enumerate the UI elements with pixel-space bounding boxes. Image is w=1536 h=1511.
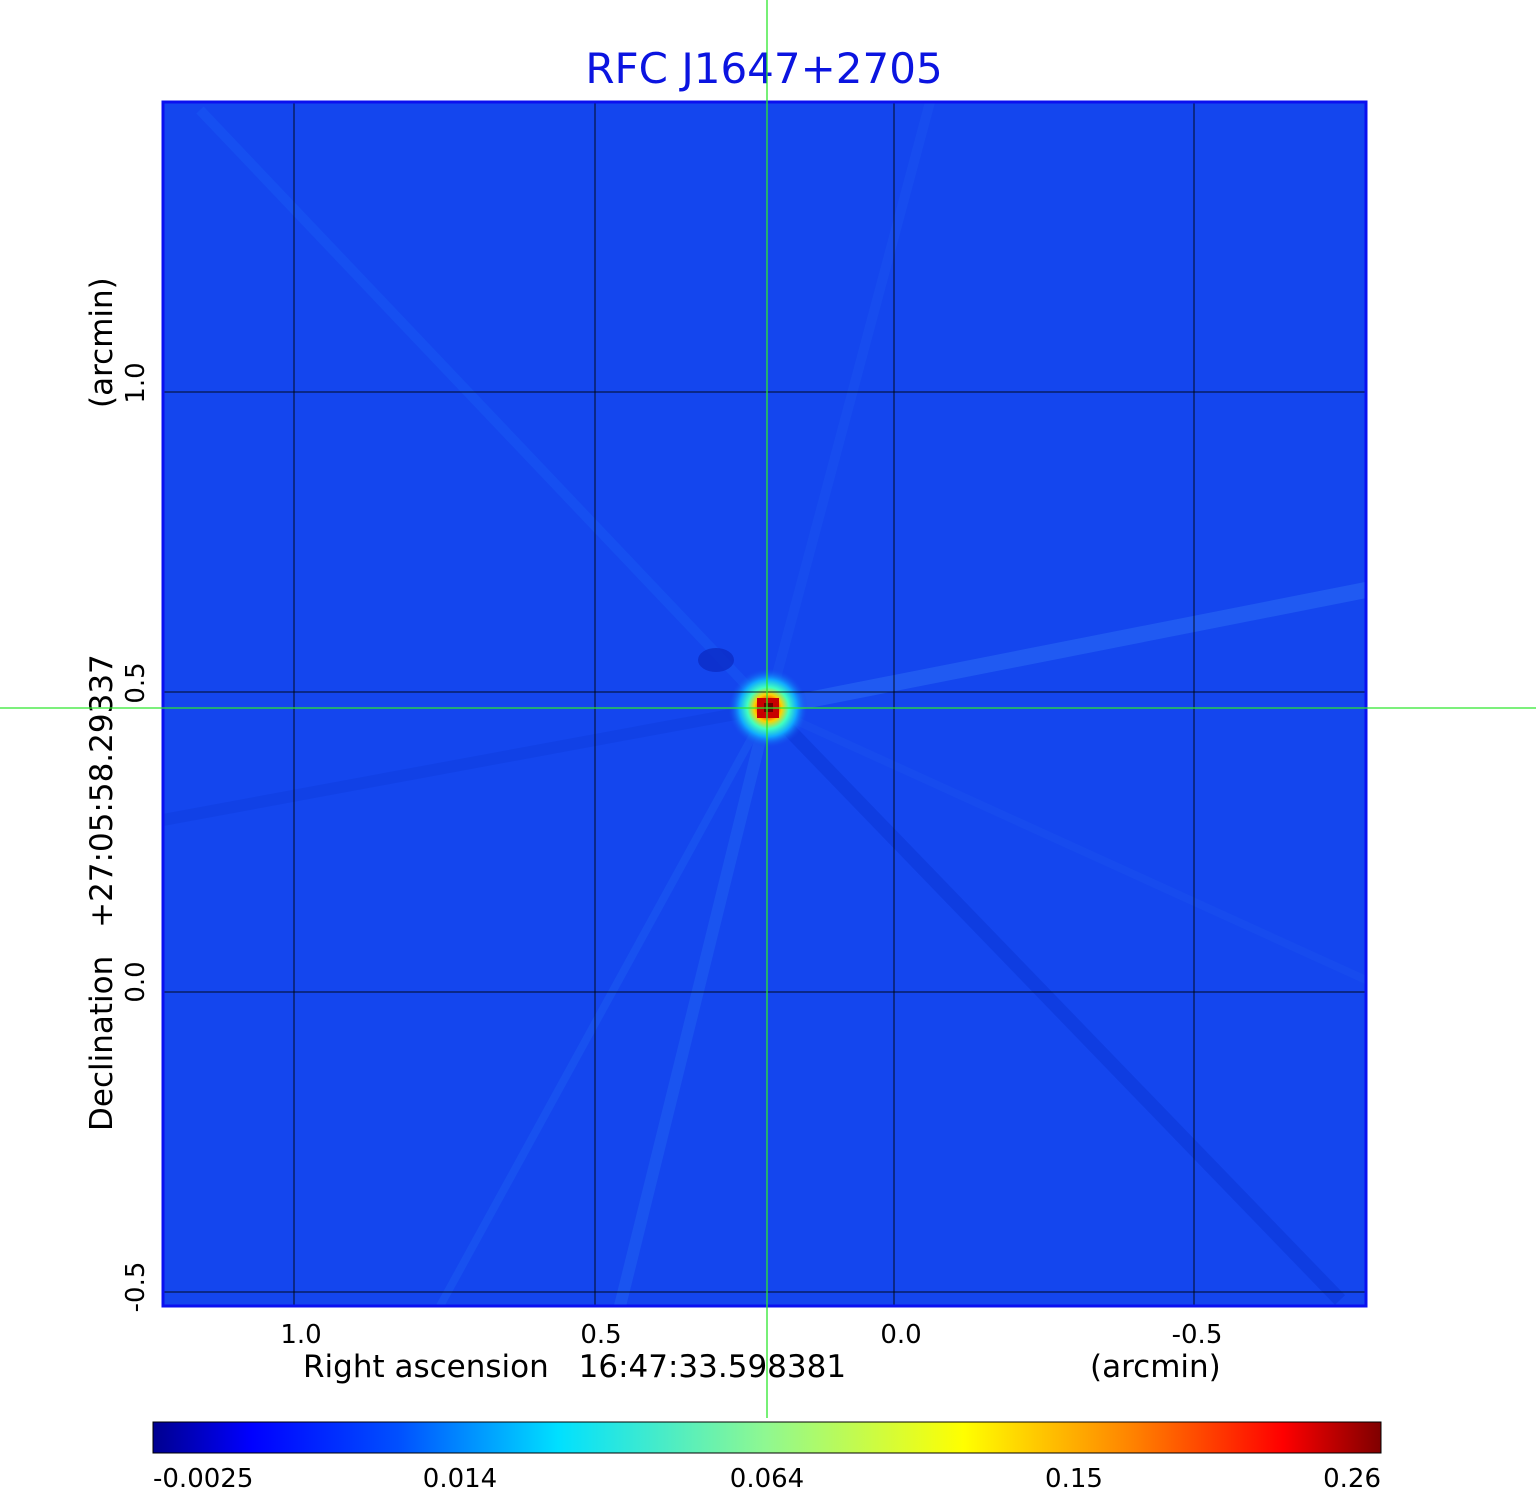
y-tick-label: -0.5 <box>121 1262 151 1313</box>
negative-lobe <box>698 648 734 672</box>
y-axis-name: Declination <box>84 956 120 1131</box>
y-tick-label: 1.0 <box>121 362 151 403</box>
y-tick-label: 0.0 <box>121 961 151 1002</box>
image-map <box>163 102 1366 1306</box>
x-tick-labels: 1.0 0.5 0.0 -0.5 <box>280 1320 1222 1350</box>
colorbar-tick-label: 0.26 <box>1323 1464 1381 1494</box>
colorbar-tick-label: 0.15 <box>1045 1464 1103 1494</box>
x-axis-unit: (arcmin) <box>1090 1349 1221 1385</box>
plot-title: RFC J1647+2705 <box>585 44 942 93</box>
x-tick-label: 0.0 <box>880 1320 921 1350</box>
y-axis-label: Declination +27:05:58.29337 <box>84 654 120 1131</box>
y-tick-labels: 1.0 0.5 0.0 -0.5 <box>121 362 151 1312</box>
y-axis-center: +27:05:58.29337 <box>84 654 120 928</box>
colorbar-tick-label: -0.0025 <box>153 1464 253 1494</box>
colorbar-tick-label: 0.064 <box>730 1464 804 1494</box>
colorbar-tick-label: 0.014 <box>423 1464 497 1494</box>
sidelobe-streaks <box>163 102 1366 1306</box>
colorbar: -0.0025 0.014 0.064 0.15 0.26 <box>152 1421 1382 1494</box>
coordinate-grid <box>163 102 1366 1306</box>
x-axis-center: 16:47:33.598381 <box>579 1349 846 1385</box>
x-tick-label: -0.5 <box>1172 1320 1223 1350</box>
x-tick-label: 1.0 <box>280 1320 321 1350</box>
x-tick-label: 0.5 <box>580 1320 621 1350</box>
x-axis-name: Right ascension <box>303 1349 549 1385</box>
y-tick-label: 0.5 <box>121 662 151 703</box>
colorbar-gradient <box>152 1421 1382 1454</box>
plot-frame <box>161 100 1368 1308</box>
x-axis-label: Right ascension 16:47:33.598381 <box>303 1349 846 1385</box>
y-axis-unit: (arcmin) <box>84 277 120 408</box>
